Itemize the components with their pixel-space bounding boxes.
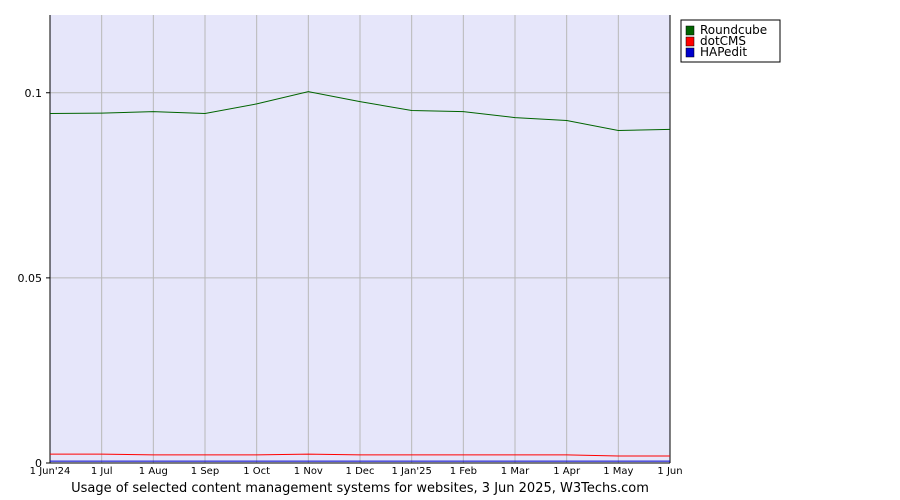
x-tick-label: 1 Nov	[294, 466, 323, 477]
legend-label: dotCMS	[700, 34, 746, 48]
x-tick-label: 1 Jun	[657, 466, 682, 477]
legend-label: HAPedit	[700, 45, 747, 59]
x-tick-label: 1 May	[603, 466, 633, 477]
legend-swatch	[685, 36, 695, 47]
legend-swatch	[685, 25, 695, 36]
series-line	[49, 91, 671, 132]
legend-label: Roundcube	[700, 23, 767, 37]
x-tick-label: 1 Sep	[191, 466, 219, 477]
legend-box	[680, 19, 781, 63]
x-axis-label: Usage of selected content management sys…	[71, 481, 649, 496]
y-tick-label: 0.1	[25, 87, 43, 100]
x-tick-label: 1 Jun'24	[30, 466, 71, 477]
x-tick-label: 1 Dec	[346, 466, 375, 477]
legend-swatch	[685, 47, 695, 58]
x-tick-label: 1 Jan'25	[391, 466, 431, 477]
y-tick-label: 0	[35, 457, 42, 470]
x-tick-label: 1 Apr	[553, 466, 581, 477]
x-tick-label: 1 Aug	[139, 466, 168, 477]
x-tick-label: 1 Mar	[501, 466, 530, 477]
y-tick-label: 0.05	[18, 272, 43, 285]
x-tick-label: 1 Feb	[450, 466, 477, 477]
series-line	[50, 453, 670, 457]
x-tick-label: 1 Jul	[91, 466, 113, 477]
x-tick-label: 1 Oct	[243, 466, 270, 477]
